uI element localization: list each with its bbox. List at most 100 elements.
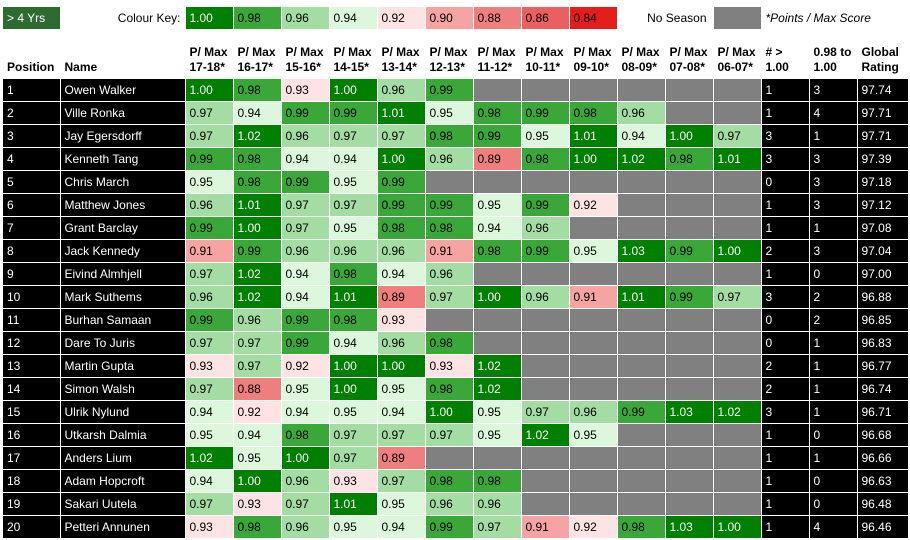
no-season-cell [713,469,762,493]
score-cell: 0.98 [425,216,474,240]
header-season: P/ Max 10-11* [521,29,570,79]
count-above-1-cell: 3 [761,285,810,309]
table-row: 5 Chris March 0.95 0.98 0.99 0.95 0.99 0 3 97.18 [3,170,909,194]
global-rating-cell: 96.71 [857,400,909,424]
name-cell: Ville Ronka [60,101,186,125]
position-cell: 13 [3,354,61,378]
global-rating-cell: 97.18 [857,170,909,194]
name-cell: Matthew Jones [60,193,186,217]
score-cell: 0.95 [569,423,618,447]
score-cell: 0.99 [281,308,330,332]
position-cell: 14 [3,377,61,401]
score-cell: 0.92 [569,193,618,217]
score-cell: 0.93 [425,354,474,378]
no-season-cell [569,78,618,102]
score-cell: 0.89 [377,285,426,309]
score-cell: 0.93 [185,515,234,539]
score-cell: 0.96 [329,239,378,263]
score-cell: 0.99 [425,193,474,217]
score-cell: 0.99 [425,515,474,539]
score-cell: 0.94 [377,262,426,286]
table-row: 14 Simon Walsh 0.97 0.88 0.95 1.00 0.95 0.98 1.0… [3,377,909,401]
global-rating-cell: 96.74 [857,377,909,401]
position-cell: 1 [3,78,61,102]
table-row: 8 Jack Kennedy 0.91 0.99 0.96 0.96 0.96 0.91 0.9… [3,239,909,263]
global-rating-cell: 97.04 [857,239,909,263]
score-cell: 0.99 [425,78,474,102]
score-cell: 0.98 [329,308,378,332]
no-season-cell [569,354,618,378]
table-row: 1 Owen Walker 1.00 0.98 0.93 1.00 0.96 0.99 1 3 97… [3,78,909,102]
header-season: P/ Max 14-15* [329,29,378,79]
header-count-098-to-1: 0.98 to 1.00 [809,29,858,79]
no-season-cell [665,101,714,125]
score-cell: 0.93 [233,492,282,516]
no-season-cell [569,469,618,493]
score-cell: 0.95 [377,377,426,401]
name-cell: Owen Walker [60,78,186,102]
score-cell: 0.99 [281,170,330,194]
count-098-to-1-cell: 2 [809,285,858,309]
score-cell: 0.96 [377,78,426,102]
count-098-to-1-cell: 1 [809,354,858,378]
score-cell: 1.03 [665,515,714,539]
name-cell: Mark Suthems [60,285,186,309]
global-rating-cell: 96.88 [857,285,909,309]
no-season-cell [569,308,618,332]
count-above-1-cell: 1 [761,262,810,286]
score-cell: 0.95 [473,400,522,424]
score-cell: 1.01 [377,101,426,125]
score-cell: 0.98 [617,515,666,539]
global-rating-cell: 97.39 [857,147,909,171]
key-swatch: 0.84 [569,7,618,30]
header-global-rating: Global Rating [857,29,909,79]
score-cell: 1.00 [233,216,282,240]
no-season-cell [521,262,570,286]
no-season-cell [473,262,522,286]
global-rating-cell: 96.48 [857,492,909,516]
score-cell: 0.97 [281,193,330,217]
score-cell: 0.95 [329,515,378,539]
score-cell: 1.00 [377,354,426,378]
score-cell: 1.00 [329,377,378,401]
score-cell: 0.95 [281,377,330,401]
score-cell: 0.97 [281,492,330,516]
no-season-cell [665,262,714,286]
header-season: P/ Max 17-18* [185,29,234,79]
table-row: 12 Dare To Juris 0.97 0.97 0.99 0.94 0.96 0.98 0… [3,331,909,355]
no-season-cell [617,262,666,286]
no-season-cell [665,423,714,447]
score-cell: 0.95 [233,446,282,470]
no-season-cell [425,446,474,470]
no-season-cell [665,469,714,493]
count-above-1-cell: 1 [761,446,810,470]
score-cell: 0.98 [473,239,522,263]
global-rating-cell: 96.66 [857,446,909,470]
score-cell: 0.97 [233,354,282,378]
score-cell: 0.97 [377,423,426,447]
no-season-cell [713,101,762,125]
score-cell: 0.99 [281,101,330,125]
header-count-above-1: # > 1.00 [761,29,810,79]
score-cell: 0.97 [713,124,762,148]
score-cell: 0.98 [425,124,474,148]
score-cell: 0.98 [473,101,522,125]
no-season-cell [569,377,618,401]
key-swatch: 0.96 [281,7,330,30]
count-098-to-1-cell: 1 [809,124,858,148]
score-cell: 0.94 [329,147,378,171]
no-season-cell [713,423,762,447]
no-season-cell [617,216,666,240]
score-cell: 0.98 [569,101,618,125]
name-cell: Chris March [60,170,186,194]
no-season-cell [713,331,762,355]
score-cell: 0.99 [185,147,234,171]
score-cell: 1.02 [713,400,762,424]
score-cell: 0.92 [569,515,618,539]
score-cell: 1.00 [233,469,282,493]
score-cell: 0.92 [233,400,282,424]
global-rating-cell: 97.71 [857,101,909,125]
key-swatch: 0.88 [473,7,522,30]
score-cell: 1.02 [521,423,570,447]
